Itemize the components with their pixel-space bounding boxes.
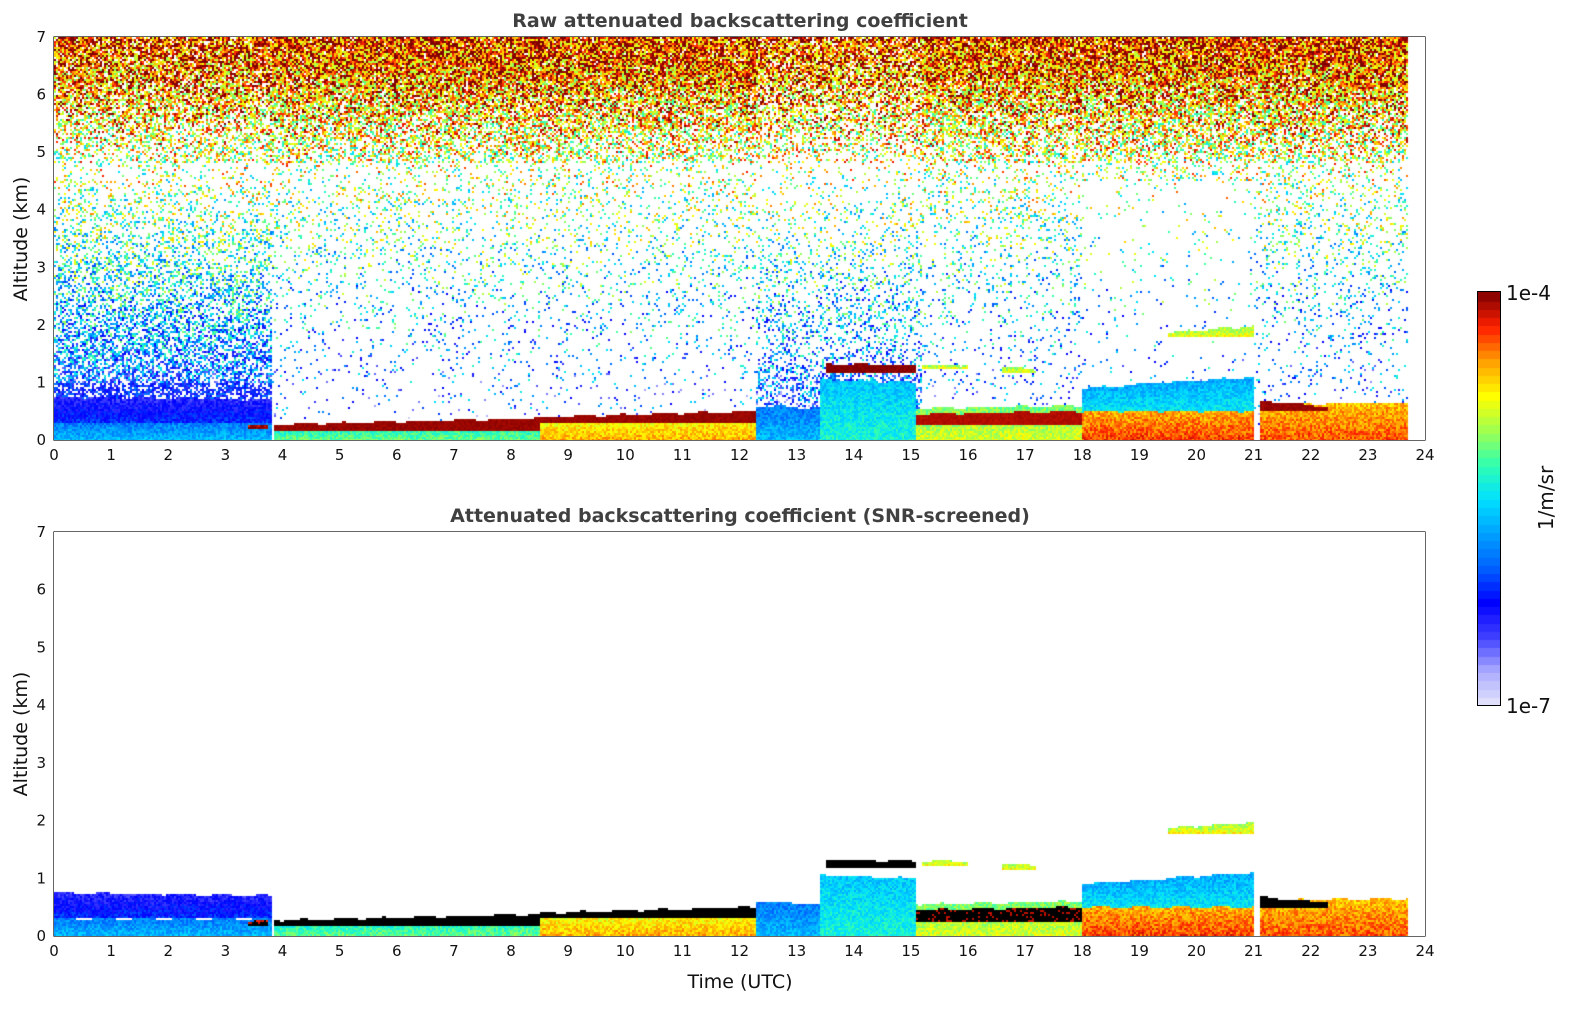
x-tick-label-raw: 4 [278,446,288,464]
colorbar-min-label: 1e-7 [1506,694,1551,718]
x-tick-label-raw: 11 [673,446,692,464]
x-tick-label-screened: 7 [449,942,459,960]
y-axis-label-screened: Altitude (km) [10,672,32,797]
y-tick-label-screened: 1 [36,869,46,887]
x-tick-label-raw: 2 [163,446,173,464]
x-tick-label-raw: 10 [616,446,635,464]
y-tick-label-screened: 4 [36,696,46,714]
y-tick-label-raw: 0 [36,431,46,449]
x-tick-label-screened: 6 [392,942,402,960]
y-tick-label-raw: 7 [36,28,46,46]
x-tick-label-raw: 23 [1358,446,1377,464]
y-tick-label-screened: 5 [36,638,46,656]
x-tick-label-raw: 18 [1073,446,1092,464]
x-tick-label-raw: 16 [958,446,977,464]
x-tick-label-raw: 5 [335,446,345,464]
x-tick-label-screened: 10 [616,942,635,960]
colorbar-unit-label: 1/m/sr [1534,465,1558,530]
x-tick-label-screened: 15 [901,942,920,960]
y-tick-label-raw: 6 [36,86,46,104]
y-tick-label-screened: 7 [36,523,46,541]
x-axis-label: Time (UTC) [686,971,792,993]
x-tick-label-screened: 22 [1301,942,1320,960]
x-tick-label-screened: 17 [1016,942,1035,960]
x-tick-label-screened: 13 [787,942,806,960]
y-tick-label-screened: 0 [36,927,46,945]
x-tick-label-raw: 24 [1415,446,1434,464]
x-tick-label-raw: 1 [106,446,116,464]
x-tick-label-screened: 12 [730,942,749,960]
x-tick-label-screened: 19 [1130,942,1149,960]
x-tick-label-screened: 4 [278,942,288,960]
heatmap-screened [54,532,1425,936]
y-tick-label-raw: 1 [36,373,46,391]
x-tick-label-raw: 13 [787,446,806,464]
x-tick-label-raw: 6 [392,446,402,464]
x-tick-label-raw: 21 [1244,446,1263,464]
x-tick-label-screened: 5 [335,942,345,960]
y-axis-label-raw: Altitude (km) [10,177,32,302]
x-tick-label-raw: 9 [563,446,573,464]
y-tick-label-screened: 2 [36,812,46,830]
x-tick-label-raw: 3 [221,446,231,464]
x-tick-label-screened: 14 [844,942,863,960]
panel-title-raw: Raw attenuated backscattering coefficien… [512,10,968,32]
y-tick-label-screened: 3 [36,754,46,772]
y-tick-label-raw: 4 [36,201,46,219]
x-tick-label-screened: 0 [49,942,59,960]
y-tick-label-raw: 3 [36,258,46,276]
x-tick-label-screened: 23 [1358,942,1377,960]
x-tick-label-raw: 0 [49,446,59,464]
x-tick-label-raw: 12 [730,446,749,464]
x-tick-label-screened: 16 [958,942,977,960]
colorbar-max-label: 1e-4 [1506,281,1551,305]
x-tick-label-screened: 11 [673,942,692,960]
x-tick-label-raw: 8 [506,446,516,464]
x-tick-label-screened: 2 [163,942,173,960]
x-tick-label-screened: 3 [221,942,231,960]
heatmap-raw [54,37,1425,440]
x-tick-label-raw: 15 [901,446,920,464]
x-tick-label-raw: 22 [1301,446,1320,464]
x-tick-label-raw: 20 [1187,446,1206,464]
x-tick-label-raw: 17 [1016,446,1035,464]
x-tick-label-screened: 18 [1073,942,1092,960]
x-tick-label-raw: 14 [844,446,863,464]
y-tick-label-screened: 6 [36,581,46,599]
x-tick-label-raw: 19 [1130,446,1149,464]
x-tick-label-screened: 24 [1415,942,1434,960]
y-tick-label-raw: 5 [36,143,46,161]
x-tick-label-screened: 20 [1187,942,1206,960]
panel-title-screened: Attenuated backscattering coefficient (S… [450,505,1030,527]
x-tick-label-screened: 21 [1244,942,1263,960]
x-tick-label-screened: 1 [106,942,116,960]
colorbar [1477,291,1501,706]
x-tick-label-raw: 7 [449,446,459,464]
x-tick-label-screened: 9 [563,942,573,960]
x-tick-label-screened: 8 [506,942,516,960]
y-tick-label-raw: 2 [36,316,46,334]
